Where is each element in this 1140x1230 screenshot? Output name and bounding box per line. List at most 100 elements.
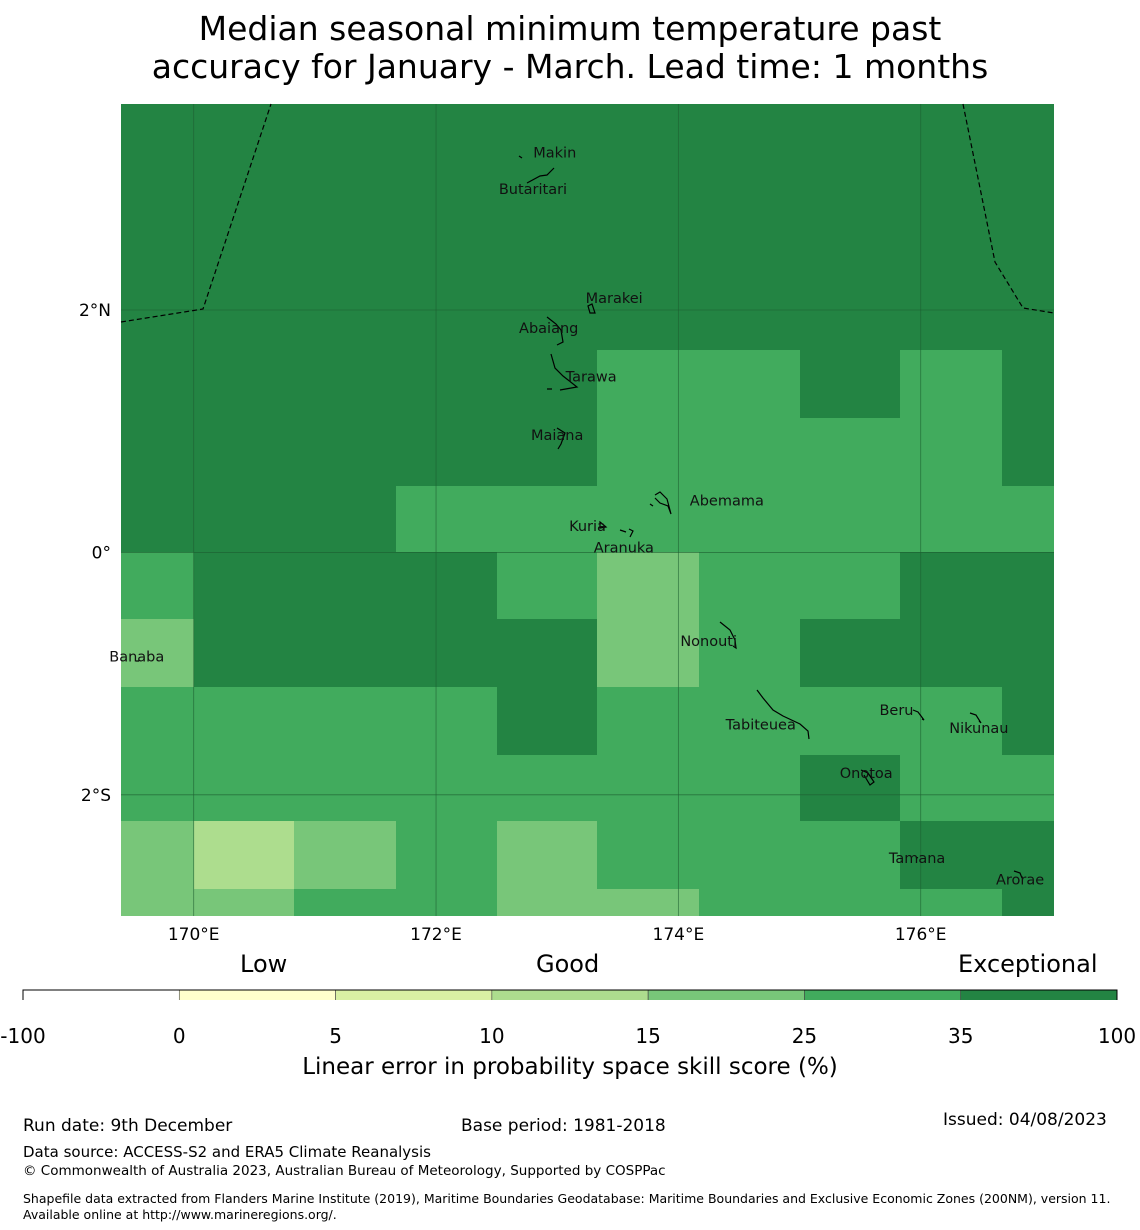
outline-nikunau [969,712,982,724]
island-label: Nonouti [680,634,737,650]
grid-cell [396,310,497,350]
grid-cell [800,418,900,486]
grid-cell [800,350,900,418]
data-source: Data source: ACCESS-S2 and ERA5 Climate … [23,1143,431,1161]
island-label: Butaritari [499,182,567,198]
grid-cell [699,418,800,486]
island-label: Arorae [996,873,1044,889]
x-tick-label: 176°E [895,925,947,945]
grid-cell [194,821,294,889]
grid-cell [597,821,699,889]
grid-cell [396,889,497,916]
island-label: Aranuka [594,541,654,557]
grid-cell [396,486,497,552]
grid-cell [294,687,396,755]
grid-cell [597,350,699,418]
issued-date: Issued: 04/08/2023 [943,1110,1107,1130]
grid-cell [699,755,800,821]
grid-cell [699,687,800,755]
colorbar-segment [335,989,493,1000]
grid-cell [597,889,699,916]
grid-cell [800,552,900,619]
grid-cell [1002,350,1054,418]
grid-cell [597,104,699,310]
outline-butaritari [526,167,555,184]
grid-cell [900,350,1002,418]
colorbar-tick-label: 5 [329,1024,342,1048]
grid-cell [597,755,699,821]
grid-cell [294,889,396,916]
grid-cell [121,486,194,552]
grid-cell [497,889,597,916]
grid-cell [121,350,194,418]
grid-cell [699,350,800,418]
y-tick-label: 2°N [79,301,111,321]
colorbar-segment [491,989,649,1000]
island-label: Maiana [531,428,583,444]
grid-cell [800,310,900,350]
grid-cell [699,619,800,687]
category-label-good: Good [536,950,600,978]
grid-cell [497,552,597,619]
grid-cell [396,687,497,755]
outline-maiana [556,427,566,450]
grid-cell [294,418,396,486]
grid-cell [597,418,699,486]
island-label: Tabiteuea [725,718,796,734]
grid-cell [1002,755,1054,821]
grid-cell [194,889,294,916]
grid-cell [900,310,1002,350]
grid-cell [1002,104,1054,310]
title-line-1: Median seasonal minimum temperature past [198,9,942,48]
island-label: Makin [533,145,576,161]
grid-cell [121,889,194,916]
grid-cell [597,687,699,755]
grid-cell [497,350,597,418]
grid-cell [294,486,396,552]
grid-cell [121,104,194,310]
grid-cell [194,486,294,552]
grid-cell [497,104,597,310]
y-tick-label: 2°S [81,786,111,806]
outline-beru [912,709,925,721]
grid-cell [1002,687,1054,755]
x-tick-label: 170°E [168,925,220,945]
outline-tabiteuea [756,689,810,740]
grid-cell [497,687,597,755]
grid-cell [800,755,900,821]
outline-aranuka [619,528,634,538]
island-label: Onotoa [840,766,893,782]
grid-cell [900,619,1002,687]
grid-cell [900,552,1002,619]
colorbar-tick-label: 0 [172,1024,186,1048]
grid-cell [396,104,497,310]
outline-arorae [1013,870,1023,879]
colorbar-segment [960,989,1118,1000]
grid-cell [396,619,497,687]
colorbar [22,989,1118,1000]
grid-cell [1002,486,1054,552]
y-tick-label: 0° [92,543,111,563]
axis-tick-labels: 170°E 172°E 174°E 176°E 2°N 0° 2°S [79,301,947,945]
grid-cell [121,552,194,619]
chart-title: Median seasonal minimum temperature past… [0,10,1140,86]
grid-cell [800,104,900,310]
grid-cell [900,821,1002,889]
island-label: Tarawa [565,370,617,386]
grid-cell [121,755,194,821]
outline-tamana [915,856,919,859]
grid-cell [699,104,800,310]
island-label: Tamana [888,851,945,867]
grid-cell [194,104,294,310]
grid-cell [121,821,194,889]
category-label-low: Low [240,950,288,978]
eez-boundaries [120,103,1055,323]
island-outlines [136,155,1023,879]
grid-cell [396,552,497,619]
grid-cell [800,619,900,687]
grid-cell [800,889,900,916]
outline-marakei [587,303,596,314]
grid-cell [194,552,294,619]
outline-tarawa [547,353,579,391]
outline-onotoa [860,769,875,786]
